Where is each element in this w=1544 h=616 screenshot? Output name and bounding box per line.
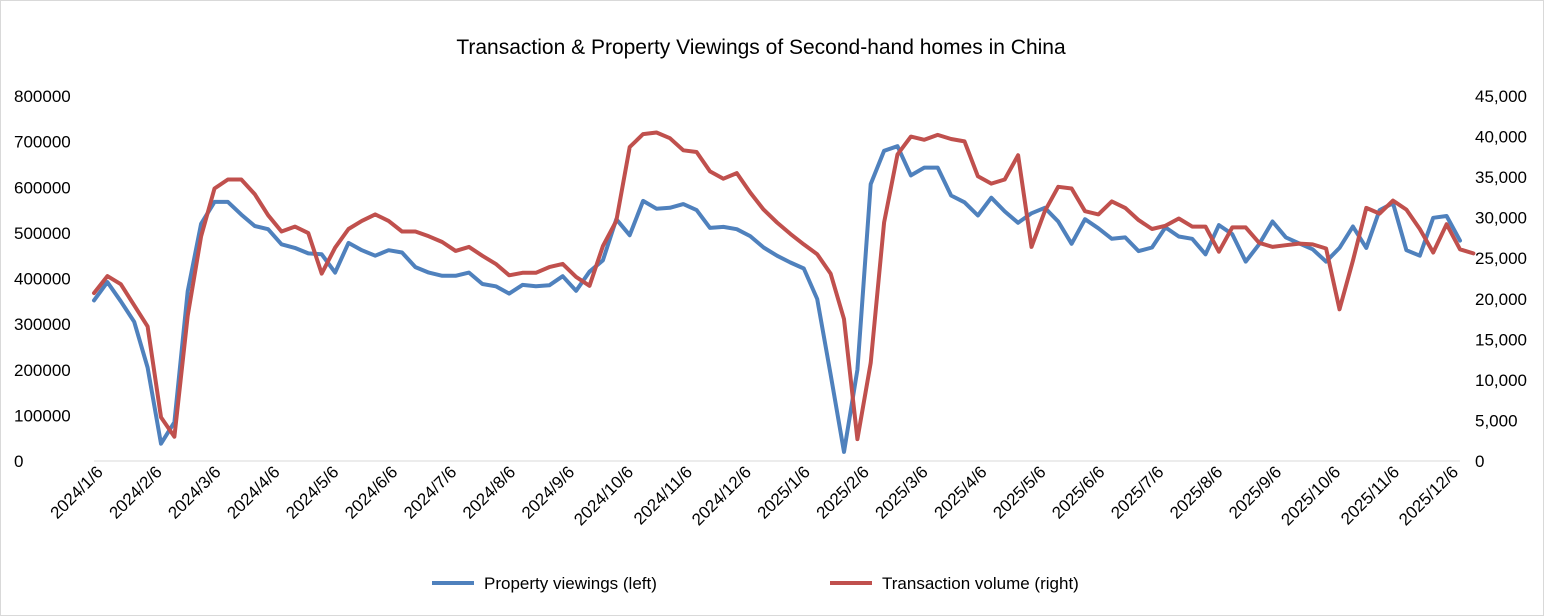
left-axis-tick-label: 500000 [14, 224, 71, 243]
series-group [92, 130, 1476, 454]
right-axis-tick-label: 5,000 [1475, 411, 1518, 430]
right-axis-tick-label: 0 [1475, 452, 1484, 471]
left-axis-labels: 0 100000 200000 300000 400000 500000 600000 700… [14, 87, 71, 471]
left-axis-tick-label: 300000 [14, 315, 71, 334]
legend-label-transactions: Transaction volume (right) [882, 574, 1079, 593]
left-axis-tick-label: 800000 [14, 87, 71, 106]
series-line-transaction-volume [92, 130, 1476, 442]
left-axis-tick-label: 400000 [14, 270, 71, 289]
left-axis-tick-label: 700000 [14, 133, 71, 152]
left-axis-tick-label: 0 [14, 452, 23, 471]
right-axis-tick-label: 10,000 [1475, 371, 1527, 390]
chart-title: Transaction & Property Viewings of Secon… [456, 36, 1066, 59]
right-axis-tick-label: 20,000 [1475, 290, 1527, 309]
left-axis-tick-label: 600000 [14, 178, 71, 197]
legend-label-viewings: Property viewings (left) [484, 574, 657, 593]
left-axis-tick-label: 100000 [14, 406, 71, 425]
series-line-property-viewings [92, 144, 1462, 454]
right-axis-tick-label: 15,000 [1475, 330, 1527, 349]
right-axis-tick-label: 45,000 [1475, 87, 1527, 106]
right-axis-labels: 0 5,000 10,000 15,000 20,000 25,000 30,000 35,0… [1475, 87, 1527, 471]
legend: Property viewings (left) Transaction vol… [432, 574, 1079, 593]
right-axis-tick-label: 25,000 [1475, 249, 1527, 268]
right-axis-tick-label: 30,000 [1475, 209, 1527, 228]
right-axis-tick-label: 35,000 [1475, 168, 1527, 187]
right-axis-tick-label: 40,000 [1475, 128, 1527, 147]
left-axis-tick-label: 200000 [14, 361, 71, 380]
